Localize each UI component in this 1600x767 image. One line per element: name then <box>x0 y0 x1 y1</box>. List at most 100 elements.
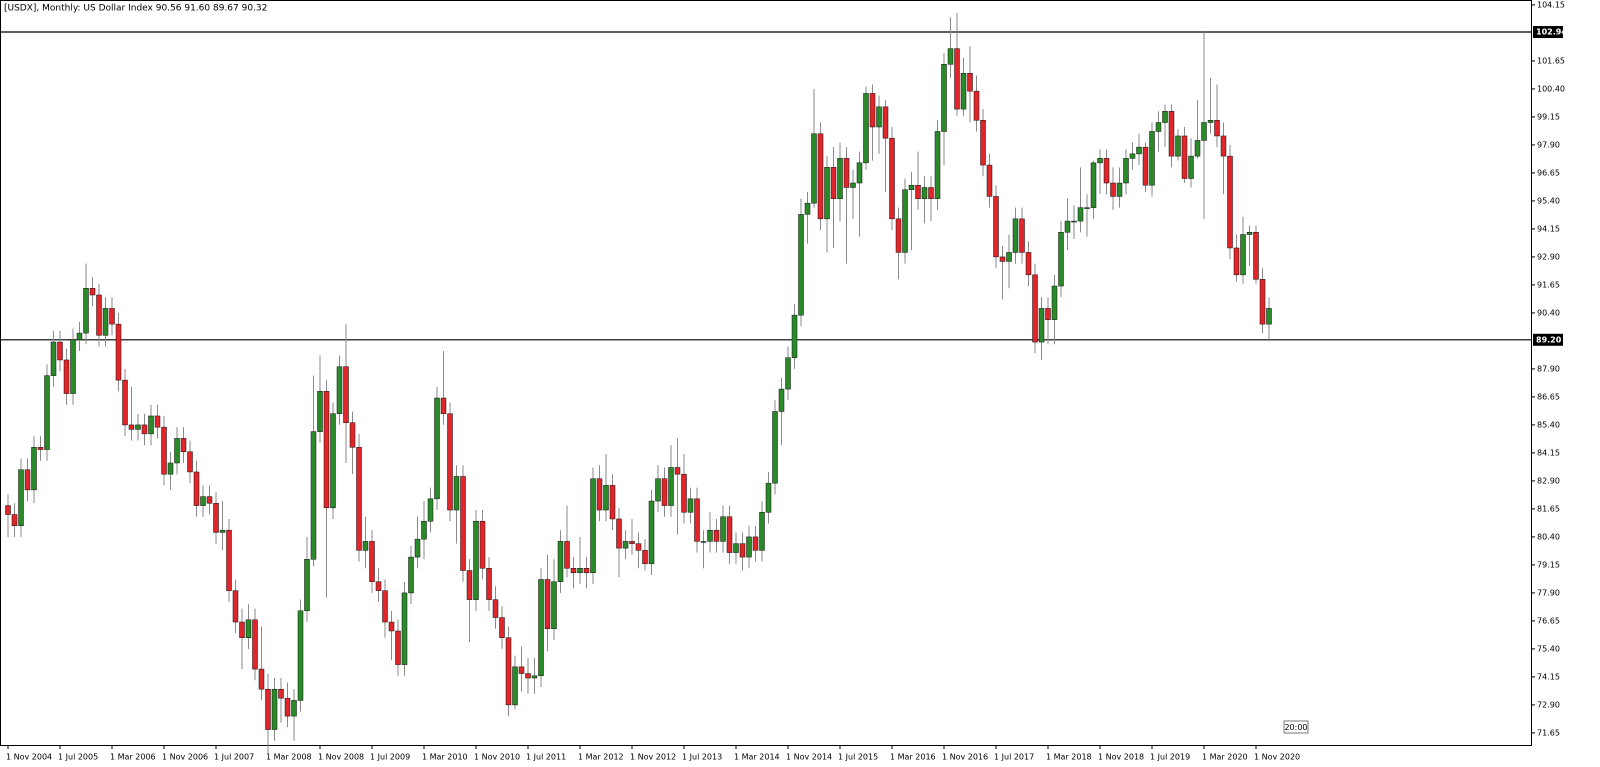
x-tick-label: 1 Nov 2004 <box>6 753 52 762</box>
candle-body <box>180 438 187 453</box>
candle-body <box>109 308 115 325</box>
candle-body <box>960 72 967 110</box>
candle-body <box>395 630 401 665</box>
candle-body <box>154 415 161 428</box>
candle-body <box>76 332 83 341</box>
candle-body <box>798 214 804 316</box>
candle-body <box>1207 120 1214 123</box>
candle-body <box>824 167 830 220</box>
candle-body <box>746 536 752 558</box>
x-tick-label: 1 Nov 2016 <box>942 753 988 762</box>
chart-title: [USDX], Monthly: US Dollar Index 90.56 9… <box>4 4 267 14</box>
candle-body <box>700 541 707 543</box>
level-label: 102.94 <box>1536 28 1567 37</box>
x-tick-label: 1 Jul 2017 <box>994 753 1034 762</box>
candle-body <box>908 184 915 190</box>
candle-body <box>1253 232 1259 280</box>
candle-body <box>635 543 642 551</box>
candle-body <box>1149 131 1155 186</box>
candle-body <box>505 637 512 706</box>
x-tick-label: 1 Mar 2018 <box>1046 753 1092 762</box>
x-tick-label: 1 Jul 2009 <box>370 753 410 762</box>
candle-body <box>999 256 1006 262</box>
candle-body <box>1220 135 1227 157</box>
candle-body <box>486 568 492 600</box>
x-tick-label: 1 Mar 2014 <box>734 753 780 762</box>
candle-body <box>759 512 765 551</box>
candle-body <box>609 485 616 520</box>
candle-body <box>187 451 193 473</box>
candle-body <box>1227 155 1233 249</box>
x-tick-label: 1 Nov 2008 <box>318 753 364 762</box>
plot-frame <box>0 0 1532 746</box>
candle-body <box>63 359 70 394</box>
candle-body <box>596 478 603 511</box>
y-tick-label: 86.65 <box>1537 392 1560 401</box>
candle-body <box>174 438 180 464</box>
candle-body <box>499 617 505 638</box>
candle-body <box>765 482 772 513</box>
candle-body <box>694 498 700 542</box>
candle-body <box>297 610 304 701</box>
candle-body <box>1246 232 1253 235</box>
candle-body <box>752 536 759 551</box>
candle-body <box>856 162 863 184</box>
candle-body <box>291 700 297 717</box>
candle-body <box>83 288 89 334</box>
candle-body <box>284 697 291 717</box>
candle-body <box>167 462 174 475</box>
candle-body <box>1006 252 1012 262</box>
y-tick-label: 97.90 <box>1537 140 1560 149</box>
candle-body <box>557 541 564 582</box>
candle-body <box>837 158 843 199</box>
candle-body <box>57 341 63 361</box>
candle-body <box>1019 218 1025 253</box>
x-tick-label: 1 Mar 2020 <box>1202 753 1248 762</box>
x-tick-label: 1 Jul 2011 <box>526 753 566 762</box>
candle-body <box>349 422 356 448</box>
candle-body <box>226 529 232 591</box>
candle-body <box>1012 218 1019 253</box>
candle-body <box>1142 146 1149 186</box>
candle-body <box>902 189 908 253</box>
candle-body <box>947 48 954 65</box>
candle-body <box>213 503 219 533</box>
candle-body <box>811 133 817 204</box>
candle-body <box>1097 158 1103 164</box>
candle-body <box>252 619 258 670</box>
candle-body <box>1155 122 1162 132</box>
candle-body <box>785 357 791 390</box>
candle-body <box>577 568 583 573</box>
candle-body <box>1129 153 1136 159</box>
candle-body <box>128 424 135 430</box>
candle-body <box>622 541 629 549</box>
candle-body <box>681 473 687 513</box>
candle-body <box>616 518 622 549</box>
candle-body <box>434 397 440 500</box>
candle-body <box>1116 182 1123 197</box>
x-tick-label: 1 Jul 2013 <box>682 753 722 762</box>
candle-body <box>934 131 941 199</box>
candle-body <box>915 184 921 199</box>
candle-body <box>772 411 778 484</box>
candle-body <box>570 568 577 573</box>
candle-body <box>1240 234 1246 276</box>
candle-body <box>31 447 37 491</box>
candle-body <box>629 541 635 544</box>
candle-body <box>843 158 850 188</box>
candle-body <box>96 294 102 336</box>
candle-body <box>193 471 200 506</box>
candle-body <box>551 581 557 629</box>
candle-body <box>135 424 141 430</box>
y-tick-label: 75.40 <box>1537 644 1560 653</box>
candle-body <box>1045 308 1051 320</box>
candle-body <box>1162 111 1168 123</box>
candle-body <box>408 556 414 594</box>
x-tick-label: 1 Nov 2010 <box>474 753 520 762</box>
candle-body <box>148 415 154 435</box>
candle-body <box>102 308 109 336</box>
level-label-box <box>1533 333 1563 346</box>
y-tick-label: 84.15 <box>1537 448 1560 457</box>
candle-body <box>323 391 330 509</box>
candle-body <box>382 590 388 623</box>
